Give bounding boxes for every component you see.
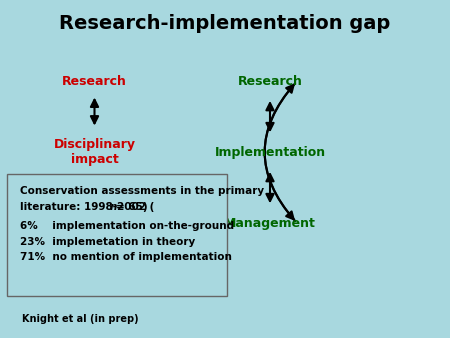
Text: Implementation: Implementation: [215, 146, 325, 159]
FancyBboxPatch shape: [7, 174, 227, 296]
Text: n: n: [109, 202, 117, 212]
Text: = 65): = 65): [116, 202, 147, 212]
Text: Research: Research: [62, 75, 127, 88]
Text: 23%  implemetation in theory: 23% implemetation in theory: [20, 237, 195, 246]
Text: 6%    implementation on-the-ground: 6% implementation on-the-ground: [20, 221, 234, 231]
Text: 71%  no mention of implementation: 71% no mention of implementation: [20, 252, 232, 262]
Text: Research: Research: [238, 75, 302, 88]
Text: Research-implementation gap: Research-implementation gap: [59, 14, 391, 33]
Text: Knight et al (in prep): Knight et al (in prep): [22, 314, 139, 324]
Text: literature: 1998-2002 (: literature: 1998-2002 (: [20, 202, 155, 212]
Text: Management: Management: [224, 217, 316, 230]
FancyArrowPatch shape: [265, 83, 295, 219]
Text: Conservation assessments in the primary: Conservation assessments in the primary: [20, 186, 265, 196]
FancyArrowPatch shape: [265, 85, 295, 221]
Text: Disciplinary
impact: Disciplinary impact: [54, 138, 135, 166]
